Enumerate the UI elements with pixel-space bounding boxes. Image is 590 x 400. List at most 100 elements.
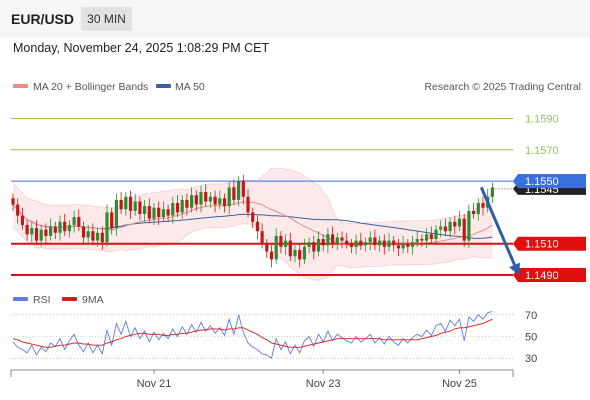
- candle-body: [246, 196, 250, 213]
- rsi-panel: 70 50 30: [11, 310, 537, 365]
- candle: [307, 237, 311, 254]
- candle: [91, 223, 95, 246]
- candle: [30, 221, 34, 243]
- candle-body: [453, 221, 457, 227]
- candle-body: [105, 212, 109, 243]
- candle-body: [100, 232, 104, 243]
- candle: [241, 174, 245, 205]
- candles: [11, 174, 494, 268]
- candle-body: [237, 181, 241, 200]
- candle: [204, 184, 208, 207]
- candle: [185, 193, 189, 216]
- candle-body: [208, 196, 212, 202]
- candle-body: [185, 199, 189, 208]
- candle-body: [199, 192, 203, 205]
- candle: [143, 199, 147, 222]
- candle: [359, 232, 363, 250]
- level-tag-label: 1.1490: [525, 270, 559, 282]
- candle: [476, 198, 480, 221]
- candle-body: [387, 240, 391, 247]
- candle-body: [34, 228, 39, 241]
- candle: [208, 192, 212, 208]
- level-tag-box: [513, 268, 586, 283]
- candle-body: [298, 249, 302, 260]
- candle: [354, 234, 358, 255]
- candle: [96, 228, 100, 247]
- candle: [124, 192, 128, 216]
- candle: [439, 220, 443, 238]
- candle-body: [241, 181, 245, 197]
- candle-body: [373, 237, 377, 246]
- candle-body: [434, 229, 438, 240]
- candle-body: [218, 198, 222, 205]
- pivot-tag-label: 1.1550: [525, 176, 559, 188]
- candle: [190, 187, 194, 213]
- candle: [269, 245, 274, 268]
- candle-body: [307, 242, 311, 247]
- candle: [138, 196, 142, 221]
- candle-body: [401, 243, 405, 249]
- candle-body: [392, 240, 396, 246]
- bollinger-legend-swatch: [13, 84, 28, 88]
- candle-body: [49, 226, 53, 236]
- candle-body: [63, 221, 67, 232]
- candle-body: [331, 234, 335, 244]
- level-label-1-1570: 1.1570: [525, 145, 559, 157]
- candle: [128, 190, 133, 219]
- candle-body: [302, 246, 306, 260]
- candle: [387, 232, 391, 252]
- candle-body: [396, 245, 400, 249]
- candle-body: [382, 240, 386, 247]
- candle: [16, 198, 20, 224]
- candle-body: [251, 212, 255, 222]
- candle: [133, 193, 137, 216]
- candle-body: [406, 243, 410, 247]
- candle-body: [124, 196, 128, 210]
- candle: [194, 190, 198, 211]
- candle-body: [204, 192, 208, 202]
- ma50-legend-swatch: [156, 84, 171, 88]
- projection-arrow-head: [509, 262, 521, 276]
- candle: [86, 224, 90, 246]
- credit-text: Research © 2025 Trading Central: [424, 81, 581, 93]
- candle-body: [490, 187, 494, 197]
- candle-body: [378, 240, 382, 246]
- candle-body: [420, 239, 424, 241]
- candle: [232, 179, 236, 205]
- candle-body: [166, 209, 170, 216]
- candle-body: [152, 207, 156, 219]
- candle-body: [481, 203, 485, 208]
- candle: [392, 235, 396, 252]
- candle-body: [316, 239, 321, 252]
- candle-body: [86, 231, 90, 238]
- candle-body: [72, 217, 76, 225]
- candle: [288, 232, 292, 261]
- candle-body: [448, 221, 452, 232]
- candle-body: [279, 235, 283, 247]
- candle-body: [368, 237, 372, 243]
- candle: [222, 193, 227, 213]
- candle-body: [274, 235, 278, 260]
- candle-body: [91, 231, 95, 241]
- candle-body: [133, 201, 137, 211]
- candle: [213, 190, 217, 213]
- timeframe-badge[interactable]: 30 MIN: [81, 7, 132, 31]
- candle-body: [462, 218, 466, 241]
- candle-body: [20, 215, 24, 225]
- candle: [260, 223, 264, 249]
- candle-body: [321, 239, 325, 246]
- candle: [425, 228, 429, 249]
- candle: [279, 231, 283, 254]
- candle-body: [119, 199, 123, 210]
- candle-body: [476, 203, 480, 214]
- candle-body: [81, 226, 86, 238]
- chart-datetime: Monday, November 24, 2025 1:08:29 PM CET: [13, 41, 270, 55]
- candle: [363, 237, 368, 252]
- level-tag-label: 1.1510: [525, 239, 559, 251]
- pivot-tag-box: [513, 174, 586, 189]
- candle-body: [77, 217, 81, 227]
- level-tag-1-1510: 1.1510: [513, 236, 586, 251]
- level-label-1-1590: 1.1590: [525, 113, 559, 125]
- candle-body: [175, 203, 180, 213]
